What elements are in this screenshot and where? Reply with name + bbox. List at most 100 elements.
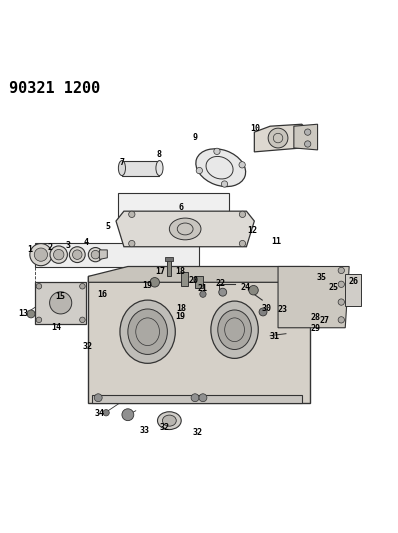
Text: 16: 16 <box>97 289 107 298</box>
Circle shape <box>200 291 206 297</box>
Text: 17: 17 <box>156 266 166 276</box>
Circle shape <box>150 278 160 287</box>
Circle shape <box>304 141 311 147</box>
Circle shape <box>94 394 102 402</box>
Text: 28: 28 <box>310 312 321 321</box>
Text: 8: 8 <box>156 150 161 159</box>
Text: 23: 23 <box>278 305 288 314</box>
Circle shape <box>50 246 67 263</box>
Ellipse shape <box>128 309 168 354</box>
Ellipse shape <box>196 149 246 187</box>
Bar <box>345 274 361 306</box>
Circle shape <box>36 284 42 289</box>
Ellipse shape <box>162 415 176 426</box>
Bar <box>195 277 203 288</box>
Text: 7: 7 <box>119 158 125 167</box>
Text: 34: 34 <box>94 409 104 418</box>
Text: 26: 26 <box>349 277 359 286</box>
Polygon shape <box>116 211 254 247</box>
Circle shape <box>214 148 220 155</box>
Polygon shape <box>100 250 107 260</box>
Ellipse shape <box>218 310 252 350</box>
Circle shape <box>338 267 344 273</box>
Text: 13: 13 <box>18 309 28 318</box>
Text: 24: 24 <box>241 283 251 292</box>
Text: 30: 30 <box>262 304 272 313</box>
Text: 3: 3 <box>65 241 70 251</box>
Circle shape <box>34 248 47 261</box>
Circle shape <box>338 299 344 305</box>
Text: 20: 20 <box>189 276 199 285</box>
Polygon shape <box>278 266 349 328</box>
Text: 31: 31 <box>270 333 280 341</box>
Text: 14: 14 <box>51 323 61 332</box>
Ellipse shape <box>156 160 163 175</box>
Text: 9: 9 <box>193 133 197 142</box>
Ellipse shape <box>118 160 125 175</box>
Circle shape <box>338 317 344 323</box>
Bar <box>88 277 310 403</box>
Bar <box>165 257 173 261</box>
Circle shape <box>219 288 227 296</box>
Circle shape <box>259 308 267 316</box>
Text: 25: 25 <box>328 282 338 292</box>
Text: 32: 32 <box>82 342 93 351</box>
Circle shape <box>103 409 109 416</box>
Text: 90321 1200: 90321 1200 <box>9 80 101 96</box>
Text: 15: 15 <box>56 292 66 301</box>
Circle shape <box>88 247 103 262</box>
Text: 19: 19 <box>142 280 152 289</box>
Ellipse shape <box>170 218 201 240</box>
Bar <box>35 282 86 324</box>
Circle shape <box>268 128 288 148</box>
Circle shape <box>91 251 100 259</box>
Circle shape <box>30 244 52 266</box>
Text: 4: 4 <box>84 238 89 247</box>
Text: 5: 5 <box>105 222 111 231</box>
Circle shape <box>249 286 258 295</box>
Text: 29: 29 <box>310 325 321 334</box>
Circle shape <box>50 292 72 314</box>
Circle shape <box>53 249 64 260</box>
Circle shape <box>239 211 246 217</box>
Circle shape <box>304 129 311 135</box>
Text: 32: 32 <box>160 423 170 432</box>
Circle shape <box>129 211 135 217</box>
Bar <box>122 160 160 175</box>
Polygon shape <box>92 395 302 403</box>
Text: 33: 33 <box>139 426 150 435</box>
Polygon shape <box>118 193 228 221</box>
Circle shape <box>338 281 344 287</box>
Circle shape <box>239 161 245 168</box>
Text: 32: 32 <box>193 429 203 438</box>
Text: 10: 10 <box>250 125 260 133</box>
Text: 19: 19 <box>175 312 185 321</box>
Text: 12: 12 <box>247 227 258 236</box>
Polygon shape <box>254 124 310 152</box>
Bar <box>181 272 188 286</box>
Circle shape <box>122 409 134 421</box>
Circle shape <box>191 394 199 402</box>
Bar <box>167 259 171 277</box>
Ellipse shape <box>120 300 175 364</box>
Ellipse shape <box>158 412 181 430</box>
Text: 21: 21 <box>198 284 208 293</box>
Ellipse shape <box>211 301 258 358</box>
Text: 27: 27 <box>320 316 330 325</box>
Circle shape <box>27 310 35 318</box>
Text: 6: 6 <box>179 203 184 212</box>
Circle shape <box>72 250 82 260</box>
Text: 1: 1 <box>28 245 33 254</box>
Polygon shape <box>35 243 199 266</box>
Text: 2: 2 <box>47 243 52 252</box>
Circle shape <box>239 240 246 247</box>
Circle shape <box>199 394 207 402</box>
Text: 18: 18 <box>176 304 186 313</box>
Text: 11: 11 <box>271 238 281 246</box>
Text: 22: 22 <box>216 279 226 288</box>
Polygon shape <box>88 266 310 282</box>
Circle shape <box>80 317 85 322</box>
Circle shape <box>36 317 42 322</box>
Text: 18: 18 <box>175 266 185 276</box>
Text: 35: 35 <box>316 273 326 282</box>
